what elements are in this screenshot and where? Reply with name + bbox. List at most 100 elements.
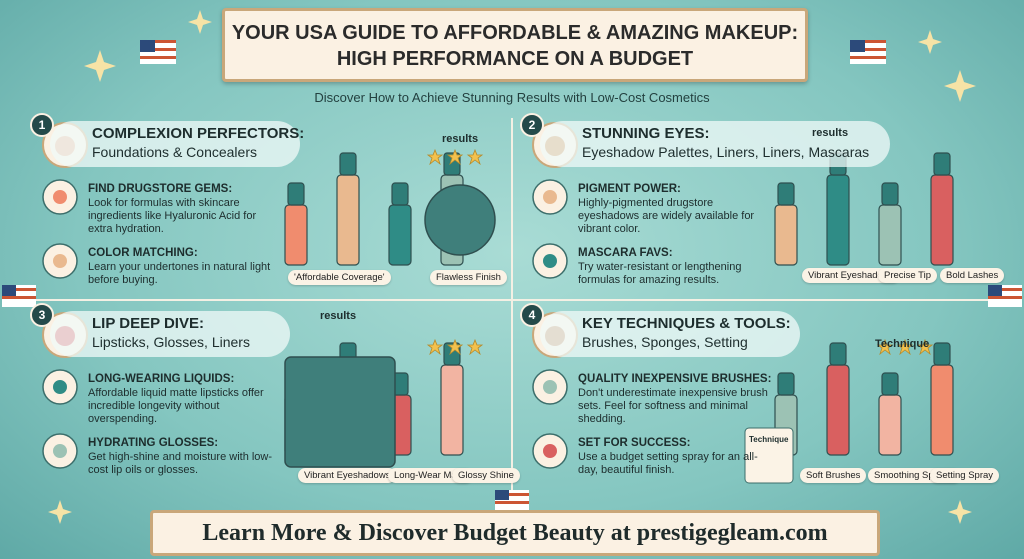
product-label: Precise Tip — [878, 268, 937, 283]
product — [284, 204, 308, 266]
product-cap — [881, 182, 899, 206]
section-pill — [50, 121, 300, 167]
section-subheading: Brushes, Sponges, Setting — [582, 334, 748, 350]
section-subheading: Foundations & Concealers — [92, 144, 257, 160]
number-badge — [30, 303, 54, 327]
section-heading: KEY TECHNIQUES & TOOLS: — [582, 315, 791, 332]
item-icon — [53, 380, 67, 394]
product-cap — [339, 152, 357, 176]
product-cap — [777, 182, 795, 206]
item-title: QUALITY INEXPENSIVE BRUSHES: — [578, 373, 772, 385]
item-icon — [543, 380, 557, 394]
product-cap — [933, 342, 951, 366]
flag — [495, 490, 529, 510]
item-title: HYDRATING GLOSSES: — [88, 437, 219, 449]
subtitle: Discover How to Achieve Stunning Results… — [314, 90, 710, 105]
palette — [424, 184, 496, 256]
product — [440, 364, 464, 456]
product-label: Vibrant Eyeshadows — [298, 468, 397, 483]
item-title: LONG-WEARING LIQUIDS: — [88, 373, 235, 385]
item-text: Get high-shine and moisture with low-cos… — [88, 451, 273, 476]
flag — [850, 40, 886, 64]
section-subheading: Eyeshadow Palettes, Liners, Liners, Masc… — [582, 144, 870, 160]
item-text: Try water-resistant or lengthening formu… — [578, 261, 742, 286]
item-title: MASCARA FAVS: — [578, 247, 673, 259]
product-label: Flawless Finish — [430, 270, 507, 285]
sparkles — [48, 10, 976, 524]
section-heading: LIP DEEP DIVE: — [92, 315, 204, 332]
product-label: Long-Wear Matte — [388, 468, 474, 483]
product-cap — [829, 342, 847, 366]
product-label: Soft Brushes — [800, 468, 867, 483]
product — [930, 174, 954, 266]
star — [426, 338, 444, 356]
item-text: Highly-pigmented drugstore eyeshadows ar… — [578, 197, 755, 235]
section-number: 2 — [529, 118, 536, 132]
card — [744, 427, 794, 484]
star — [916, 338, 934, 356]
item-title: SET FOR SUCCESS: — [578, 437, 691, 449]
product — [826, 174, 850, 266]
flag — [140, 40, 176, 64]
item-title: FIND DRUGSTORE GEMS: — [88, 183, 233, 195]
number-badge — [30, 113, 54, 137]
section-number: 3 — [39, 308, 46, 322]
footer-banner: Learn More & Discover Budget Beauty at p… — [150, 510, 880, 556]
title: HIGH PERFORMANCE ON A BUDGET — [336, 48, 694, 70]
title-banner: YOUR USA GUIDE TO AFFORDABLE & AMAZING M… — [222, 8, 808, 82]
product — [388, 204, 412, 266]
product-cap — [777, 372, 795, 396]
product-label: Vibrant Eyeshadows — [802, 268, 901, 283]
section-number: 1 — [39, 118, 46, 132]
star — [466, 148, 484, 166]
section-pill — [540, 311, 800, 357]
star — [426, 148, 444, 166]
number-badge — [520, 113, 544, 137]
star — [896, 338, 914, 356]
section-tag: results — [812, 127, 849, 139]
star — [876, 338, 894, 356]
product-label: 'Affordable Coverage' — [288, 270, 391, 285]
item-text: Affordable liquid matte lipsticks offer … — [88, 387, 264, 425]
item-text: Use a budget setting spray for an all-da… — [578, 451, 758, 476]
section-heading: COMPLEXION PERFECTORS: — [92, 125, 305, 142]
section-pill — [540, 121, 890, 167]
item-icon — [543, 190, 557, 204]
product — [878, 204, 902, 266]
product-cap — [933, 152, 951, 176]
number-badge — [520, 303, 544, 327]
item-icon — [53, 444, 67, 458]
item-icon — [53, 254, 67, 268]
section-heading: STUNNING EYES: — [582, 125, 710, 142]
star — [446, 338, 464, 356]
palette — [284, 356, 396, 468]
section-tag: results — [442, 133, 479, 145]
product-label: Bold Lashes — [940, 268, 1005, 283]
product-cap — [391, 182, 409, 206]
product — [930, 364, 954, 456]
section-subheading: Lipsticks, Glosses, Liners — [92, 334, 250, 350]
product-label: Glossy Shine — [452, 468, 520, 483]
item-text: Don't underestimate inexpensive brush se… — [578, 387, 768, 425]
product — [336, 174, 360, 266]
item-title: PIGMENT POWER: — [578, 183, 681, 195]
product-cap — [881, 372, 899, 396]
item-text: Learn your undertones in natural light b… — [88, 261, 271, 286]
item-icon — [543, 254, 557, 268]
item-title: COLOR MATCHING: — [88, 247, 198, 259]
star — [466, 338, 484, 356]
flag — [2, 285, 36, 307]
section-tag: Technique — [875, 338, 930, 350]
product — [878, 394, 902, 456]
item-text: Look for formulas with skincare ingredie… — [88, 197, 257, 235]
product — [774, 204, 798, 266]
product-label: Setting Spray — [930, 468, 1000, 483]
card-title: Technique — [749, 435, 789, 444]
section-pill — [50, 311, 290, 357]
title: YOUR USA GUIDE TO AFFORDABLE & AMAZING M… — [231, 22, 799, 44]
product — [826, 364, 850, 456]
item-icon — [53, 190, 67, 204]
item-icon — [543, 444, 557, 458]
star — [446, 148, 464, 166]
